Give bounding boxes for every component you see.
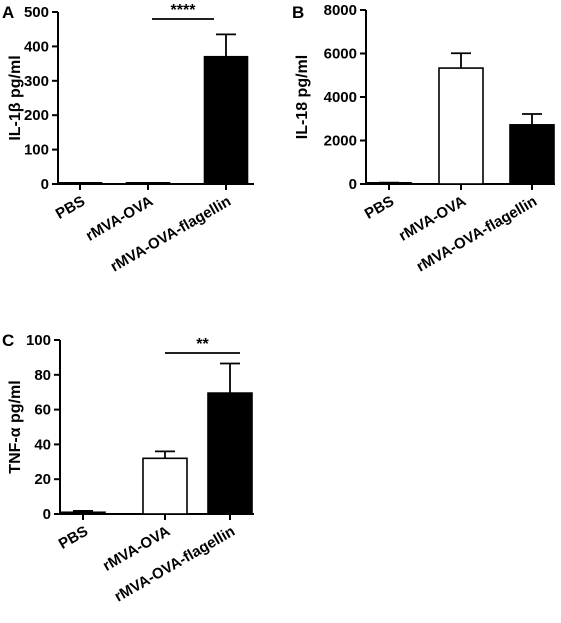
y-axis-label: IL-1β pg/ml [7, 55, 24, 140]
y-tick-label: 80 [34, 367, 51, 384]
y-tick-label: 200 [24, 107, 49, 124]
panel-label: A [2, 3, 14, 22]
y-tick-label: 500 [24, 4, 49, 21]
y-tick-label: 6000 [324, 46, 357, 63]
bar-3 [509, 124, 555, 185]
significance-label: **** [171, 2, 197, 19]
bar-2 [142, 457, 188, 515]
y-tick-label: 8000 [324, 2, 357, 19]
y-tick-label: 2000 [324, 133, 357, 150]
bar-2 [438, 67, 484, 185]
y-tick-label: 0 [349, 176, 357, 193]
x-category-label: rMVA-OVA-flagellin [112, 523, 238, 606]
y-tick-label: 40 [34, 436, 51, 453]
y-tick-label: 0 [41, 176, 49, 193]
bar-3 [207, 392, 253, 515]
y-tick-label: 60 [34, 402, 51, 419]
y-tick-label: 0 [43, 506, 51, 523]
bar-1 [57, 182, 103, 185]
bar-1 [366, 182, 412, 185]
x-category-label: rMVA-OVA-flagellin [414, 193, 540, 276]
panel-label: B [292, 3, 304, 22]
x-category-label: PBS [53, 193, 88, 223]
y-axis-label: TNF-α pg/ml [7, 380, 24, 473]
bar-3 [203, 55, 249, 185]
x-category-label: PBS [362, 193, 397, 223]
bar-2 [125, 182, 171, 185]
y-tick-label: 20 [34, 471, 51, 488]
y-tick-label: 400 [24, 38, 49, 55]
y-tick-label: 4000 [324, 89, 357, 106]
y-axis-label: IL-18 pg/ml [294, 55, 311, 139]
significance-label: ** [196, 336, 209, 353]
y-tick-label: 100 [24, 142, 49, 159]
bar-1 [60, 511, 106, 515]
y-tick-label: 300 [24, 73, 49, 90]
x-category-label: rMVA-OVA [83, 193, 156, 245]
y-tick-label: 100 [26, 332, 51, 349]
panel-label: C [2, 331, 14, 350]
x-category-label: PBS [56, 523, 91, 553]
